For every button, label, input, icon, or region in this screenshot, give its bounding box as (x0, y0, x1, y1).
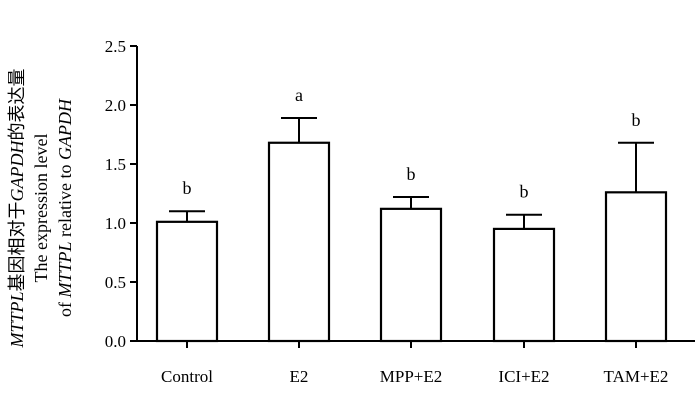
significance-letter: b (407, 164, 416, 184)
y-axis-title-line: of MTTPL relative to GAPDH (55, 98, 75, 317)
x-tick-labels: Control E2 MPP+E2 ICI+E2 TAM+E2 (161, 367, 668, 386)
y-axis-title-line: The expression level (31, 134, 51, 283)
y-axis-title-line: MTTPL基因相对于GAPDH的表达量 (7, 68, 27, 348)
bar (379, 207, 443, 343)
x-tick-label: Control (161, 367, 213, 386)
significance-letter: b (632, 110, 641, 130)
y-tick-label: 2.5 (105, 37, 126, 56)
x-tick-label: MPP+E2 (380, 367, 443, 386)
y-tick-label: 2.0 (105, 96, 126, 115)
significance-letter: b (520, 182, 529, 202)
bar (604, 191, 668, 343)
x-tick-label: TAM+E2 (604, 367, 669, 386)
error-bars (169, 116, 654, 229)
bar (492, 227, 556, 343)
y-tick-labels: 0.0 0.5 1.0 1.5 2.0 2.5 (105, 37, 126, 351)
bar-series (155, 141, 668, 343)
bar (267, 141, 331, 343)
significance-labels: b a b b b (183, 85, 641, 202)
y-tick-label: 0.0 (105, 332, 126, 351)
x-tick-label: ICI+E2 (498, 367, 549, 386)
significance-letter: a (295, 85, 303, 105)
y-tick-label: 1.0 (105, 214, 126, 233)
bar (155, 220, 219, 343)
x-tick-label: E2 (290, 367, 309, 386)
y-tick-label: 1.5 (105, 155, 126, 174)
significance-letter: b (183, 178, 192, 198)
y-tick-label: 0.5 (105, 273, 126, 292)
